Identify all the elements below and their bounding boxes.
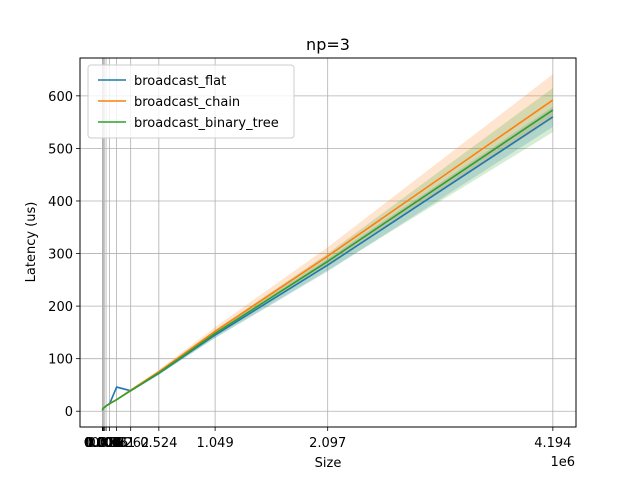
y-tick-label: 400 (48, 195, 73, 210)
y-axis-label: Latency (us) (24, 202, 39, 283)
y-tick-label: 0 (65, 405, 73, 420)
x-tick-label: 0.033 (87, 436, 124, 451)
legend-label-broadcast-binary-tree: broadcast_binary_tree (134, 116, 279, 131)
x-tick-label: 0.002 (84, 436, 121, 451)
y-tick-label: 500 (48, 142, 73, 157)
x-tick-label: 0.066 (91, 436, 128, 451)
y-tick-label: 100 (48, 353, 73, 368)
x-tick-label: 0.000 (84, 436, 121, 451)
series-line-broadcast-binary-tree (101, 109, 554, 411)
x-tick-label: 0.000 (84, 436, 121, 451)
x-tick-label: 0.004 (84, 436, 121, 451)
x-tick-label: 0.000 (84, 436, 121, 451)
x-tick-label: 0.001 (84, 436, 121, 451)
x-tick-label: 0.001 (84, 436, 121, 451)
legend-box (87, 64, 295, 139)
legend: broadcast_flat broadcast_chain broadcast_b… (87, 64, 295, 139)
x-tick-label: 1.049 (197, 436, 234, 451)
y-tick-label: 200 (48, 300, 73, 315)
x-tick-label: 0.000 (84, 436, 121, 451)
x-tick-label: 0.524 (140, 436, 177, 451)
x-tick-label: 0.262 (112, 436, 149, 451)
tick-layer: 0.0000.0000.0000.0000.0000.0000.0000.001… (48, 90, 571, 451)
x-tick-label: 2.097 (309, 436, 346, 451)
x-axis-label: Size (315, 456, 342, 471)
x-tick-label: 0.016 (86, 436, 123, 451)
x-tick-label: 0.008 (85, 436, 122, 451)
legend-label-broadcast-chain: broadcast_chain (134, 95, 240, 110)
x-tick-label: 0.131 (98, 436, 135, 451)
x-tick-label: 0.000 (84, 436, 121, 451)
x-tick-label: 4.194 (534, 436, 571, 451)
legend-label-broadcast-flat: broadcast_flat (134, 74, 226, 89)
y-tick-label: 300 (48, 248, 73, 263)
line-layer (101, 99, 554, 411)
y-tick-label: 600 (48, 90, 73, 105)
x-tick-label: 0.000 (84, 436, 121, 451)
x-tick-label: 0.000 (84, 436, 121, 451)
chart-title: np=3 (306, 35, 350, 54)
x-scale-note: 1e6 (550, 455, 575, 470)
